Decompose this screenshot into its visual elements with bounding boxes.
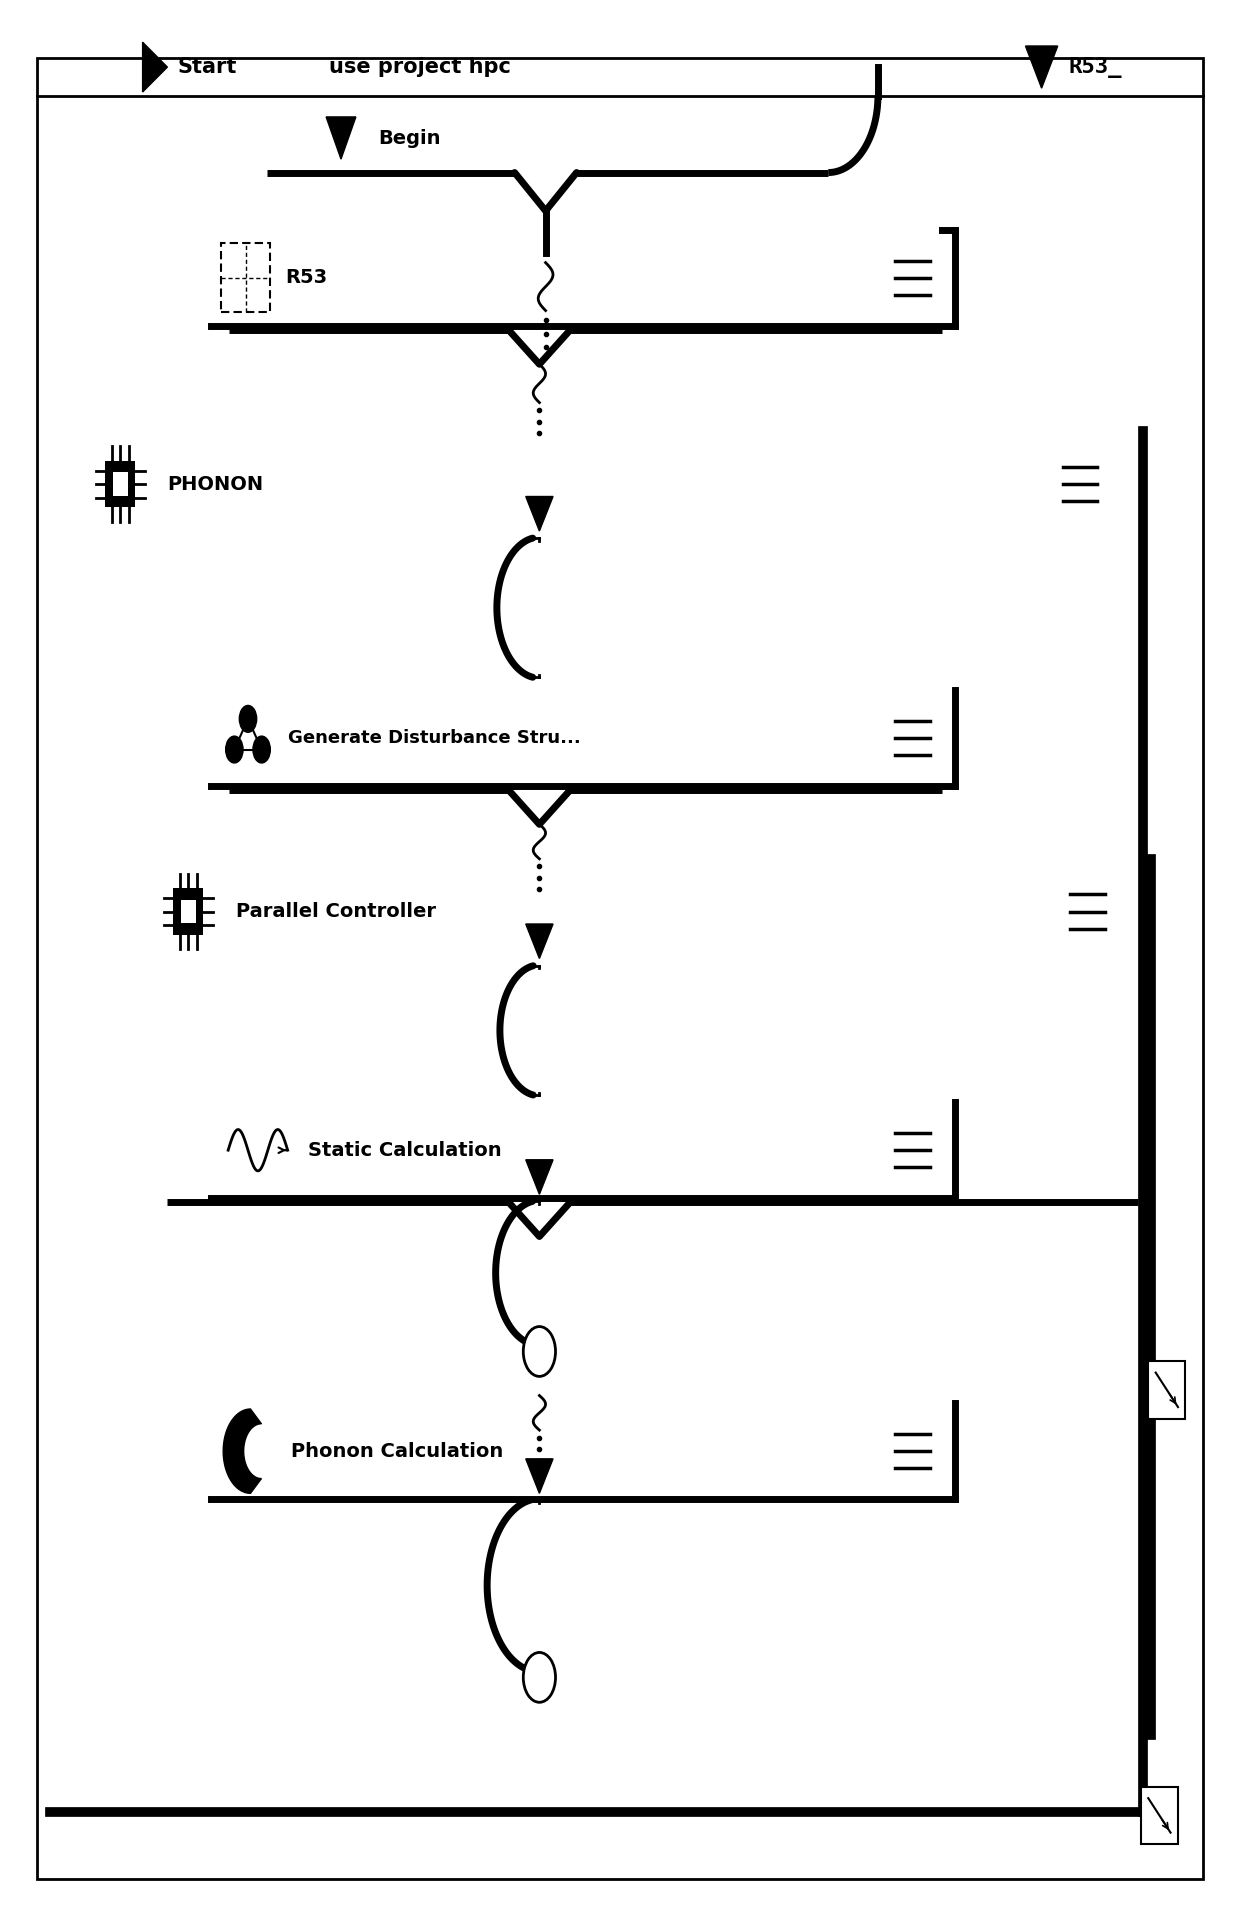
Circle shape xyxy=(239,705,257,732)
Text: Begin: Begin xyxy=(378,128,440,148)
Bar xyxy=(181,899,196,924)
Bar xyxy=(1141,1787,1178,1844)
Text: Static Calculation: Static Calculation xyxy=(308,1141,501,1160)
Polygon shape xyxy=(143,42,167,92)
Polygon shape xyxy=(526,924,553,958)
Text: PHONON: PHONON xyxy=(167,475,264,493)
Bar xyxy=(105,460,135,508)
Text: use project hpc: use project hpc xyxy=(329,58,511,77)
Polygon shape xyxy=(526,1160,553,1194)
Text: R53_: R53_ xyxy=(1069,58,1122,77)
Circle shape xyxy=(523,1652,556,1702)
Bar xyxy=(1148,1361,1185,1419)
Text: R53: R53 xyxy=(285,268,327,288)
Polygon shape xyxy=(526,497,553,531)
Polygon shape xyxy=(1025,46,1058,88)
Text: Phonon Calculation: Phonon Calculation xyxy=(291,1442,503,1461)
Text: Generate Disturbance Stru...: Generate Disturbance Stru... xyxy=(288,728,587,748)
Polygon shape xyxy=(526,1459,553,1493)
Text: Start: Start xyxy=(177,58,237,77)
Bar xyxy=(174,888,203,935)
Bar xyxy=(113,472,128,497)
Circle shape xyxy=(523,1327,556,1376)
Bar xyxy=(221,243,270,312)
Text: Parallel Controller: Parallel Controller xyxy=(236,903,435,920)
Polygon shape xyxy=(223,1409,262,1493)
Circle shape xyxy=(226,736,243,763)
Circle shape xyxy=(253,736,270,763)
Polygon shape xyxy=(326,117,356,159)
